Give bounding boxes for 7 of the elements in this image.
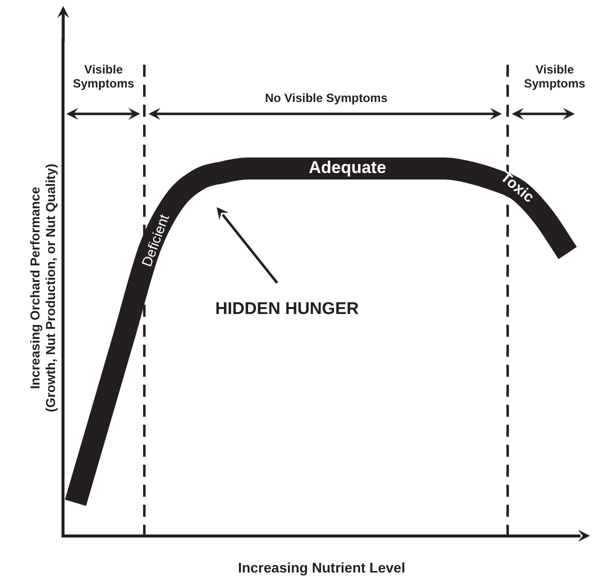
text: Visible Symptoms — [524, 62, 586, 90]
annotation: HIDDEN HUNGER — [215, 298, 359, 318]
text: Visible Symptoms — [72, 62, 135, 90]
y-axis-title: Increasing Orchard Performance (Growth, Nut Production, or Nut Quality) — [27, 164, 58, 412]
text: No Visible Symptoms — [265, 90, 388, 105]
x-axis-title: Increasing Nutrient Level — [238, 559, 406, 576]
annotation: Adequate — [308, 158, 386, 178]
